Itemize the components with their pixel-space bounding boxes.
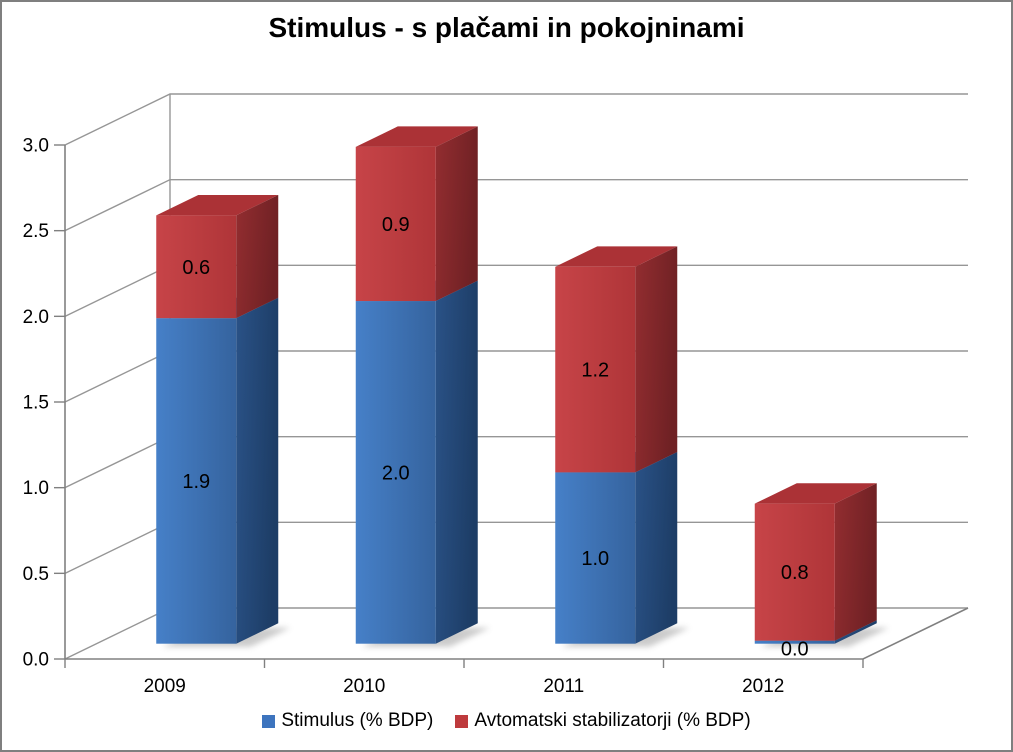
bar-value-label: 0.9 xyxy=(382,214,410,236)
bar-top-face xyxy=(555,246,678,267)
legend-swatch-stimulus-icon xyxy=(262,714,276,728)
bar-value-label: 1.0 xyxy=(581,548,609,570)
category-label: 2010 xyxy=(343,676,385,697)
legend-label-avtomatski: Avtomatski stabilizatorji (% BDP) xyxy=(474,710,751,731)
bar-value-label: 1.9 xyxy=(182,471,210,493)
bar-front-face xyxy=(156,318,237,644)
category-label: 2012 xyxy=(742,676,784,697)
chart-title: Stimulus - s plačami in pokojninami xyxy=(268,12,745,43)
bar-side-face xyxy=(236,194,279,319)
bar-value-label: 0.0 xyxy=(781,639,809,661)
bar-side-face xyxy=(834,620,877,644)
bar-top-face xyxy=(156,194,279,216)
y-tick-label: 2.5 xyxy=(23,221,49,242)
y-tick-label: 1.5 xyxy=(23,393,49,414)
gridline xyxy=(64,93,968,146)
bar-front-face xyxy=(156,215,237,319)
y-tick-label: 3.0 xyxy=(23,136,49,157)
bar-front-face xyxy=(555,266,636,473)
bar-side-face xyxy=(635,246,678,473)
bar-value-label: 2.0 xyxy=(382,462,410,484)
bar-front-face xyxy=(754,640,835,644)
bar-side-face xyxy=(236,297,279,644)
bar-front-face xyxy=(355,146,436,302)
legend-swatch-avtomatski-icon xyxy=(455,714,469,728)
bar-front-face xyxy=(754,503,835,641)
y-tick-label: 0.5 xyxy=(23,564,49,585)
bar-top-face xyxy=(754,483,877,504)
category-label: 2011 xyxy=(543,676,584,697)
bar-side-face xyxy=(435,126,478,302)
legend-item-stimulus: Stimulus (% BDP) xyxy=(262,710,433,732)
category-label: 2009 xyxy=(144,676,186,697)
bar-front-face xyxy=(555,472,636,644)
bar-top-face xyxy=(355,126,478,147)
legend-item-avtomatski-stabilizatorji: Avtomatski stabilizatorji (% BDP) xyxy=(455,710,751,732)
bar-front-face xyxy=(355,301,436,644)
bar-value-label: 0.6 xyxy=(182,257,210,279)
legend: Stimulus (% BDP) Avtomatski stabilizator… xyxy=(2,710,1011,732)
y-tick-label: 0.0 xyxy=(23,650,49,671)
bar-value-label: 1.2 xyxy=(581,360,609,382)
y-tick-label: 1.0 xyxy=(23,478,49,499)
y-tick-label: 2.0 xyxy=(23,307,49,328)
legend-label-stimulus: Stimulus (% BDP) xyxy=(281,710,434,731)
bar-side-face xyxy=(834,483,877,641)
bar-value-label: 0.8 xyxy=(781,562,809,584)
bar-side-face xyxy=(435,280,478,644)
bar-side-face xyxy=(635,451,678,644)
